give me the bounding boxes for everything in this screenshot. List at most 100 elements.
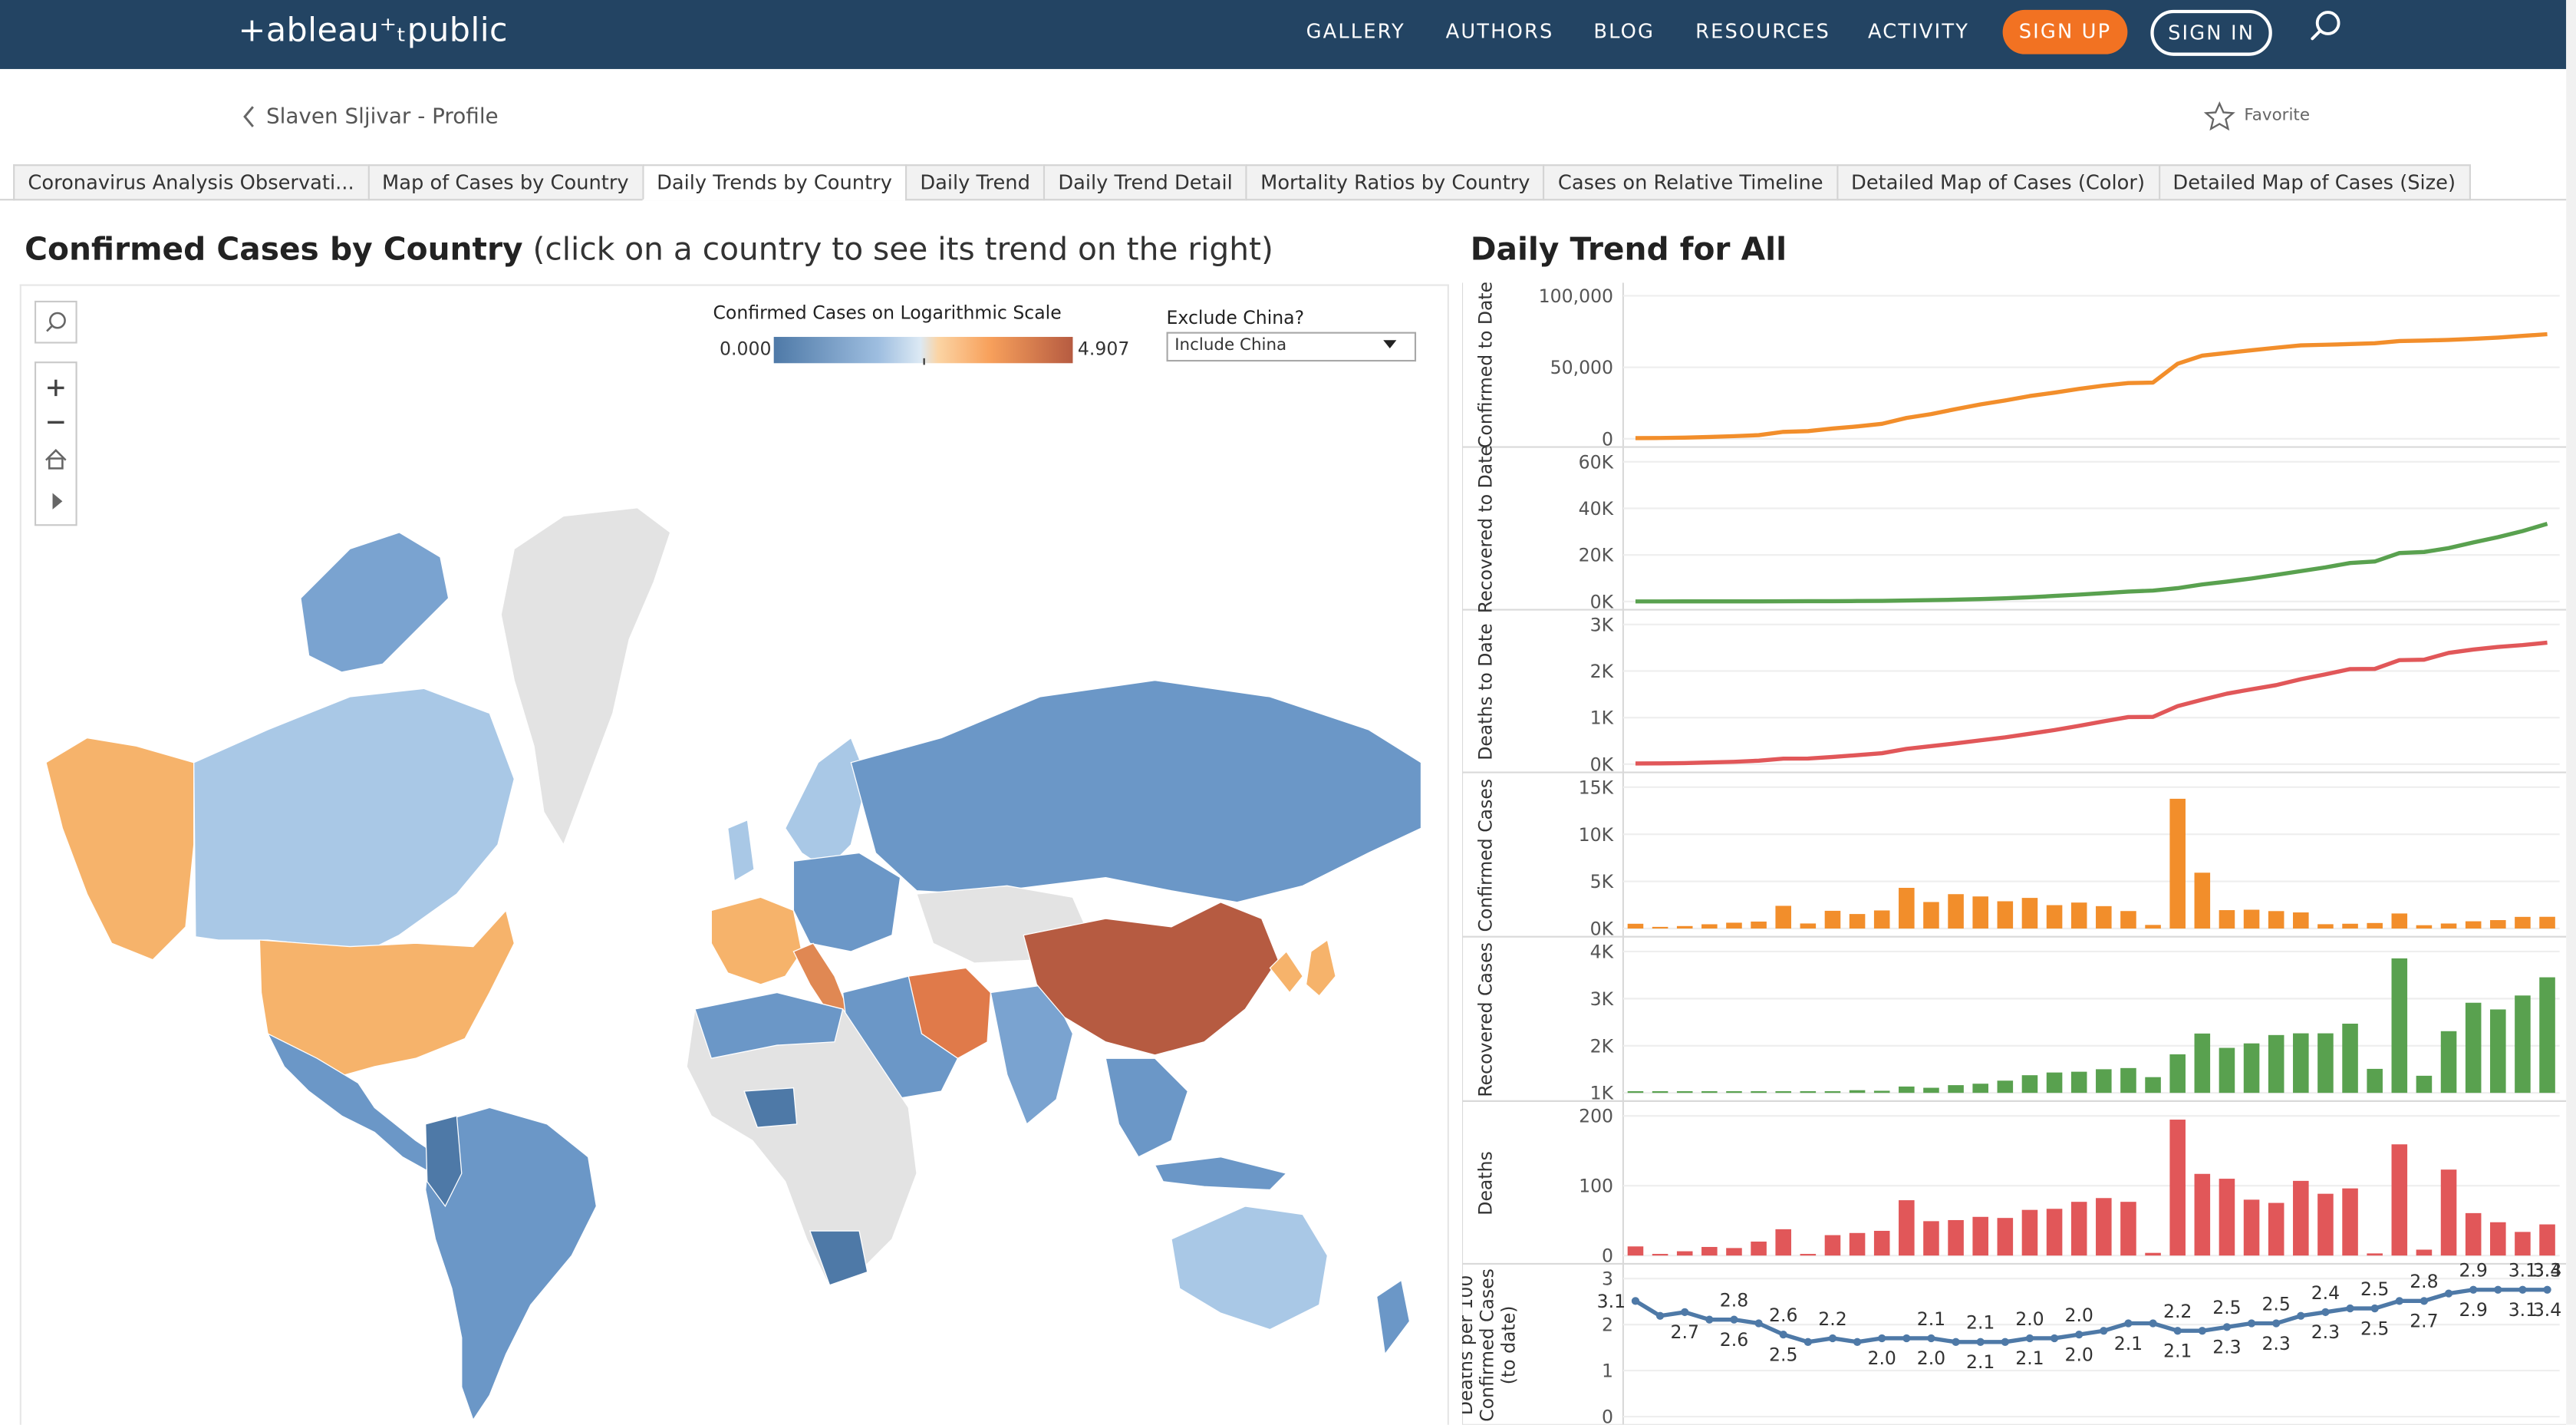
bar[interactable] bbox=[1726, 922, 1742, 929]
bar[interactable] bbox=[2367, 922, 2383, 929]
bar[interactable] bbox=[2539, 916, 2555, 929]
bar[interactable] bbox=[2293, 1033, 2309, 1093]
bar[interactable] bbox=[2515, 995, 2531, 1093]
data-point[interactable] bbox=[2124, 1319, 2133, 1328]
bar[interactable] bbox=[1726, 1248, 1742, 1256]
bar[interactable] bbox=[2096, 1069, 2112, 1093]
tableau-public-logo[interactable]: +ableau⁺ₜpublic bbox=[238, 9, 509, 50]
data-point[interactable] bbox=[1976, 1338, 1985, 1346]
dropdown-arrow-icon[interactable] bbox=[1383, 340, 1397, 349]
data-point[interactable] bbox=[1902, 1334, 1911, 1343]
bar[interactable] bbox=[1652, 1091, 1668, 1093]
data-point[interactable] bbox=[2543, 1285, 2551, 1294]
nav-activity[interactable]: ACTIVITY bbox=[1867, 19, 1970, 43]
search-icon[interactable] bbox=[2307, 7, 2346, 46]
data-point[interactable] bbox=[1754, 1319, 1763, 1328]
bar[interactable] bbox=[2169, 1054, 2186, 1093]
star-icon[interactable] bbox=[2203, 101, 2236, 134]
bar[interactable] bbox=[1652, 1254, 1668, 1256]
bar[interactable] bbox=[2416, 925, 2433, 929]
bar[interactable] bbox=[1824, 1235, 1841, 1256]
bar[interactable] bbox=[2046, 1072, 2063, 1093]
tab-detailed-map-size[interactable]: Detailed Map of Cases (Size) bbox=[2158, 164, 2471, 201]
bar[interactable] bbox=[2169, 1120, 2186, 1256]
tab-daily-trend[interactable]: Daily Trend bbox=[905, 164, 1044, 201]
bar[interactable] bbox=[2120, 1067, 2136, 1093]
bar[interactable] bbox=[2145, 1252, 2161, 1256]
bar[interactable] bbox=[2440, 1031, 2457, 1093]
bar[interactable] bbox=[1800, 1254, 1817, 1256]
tab-detailed-map-color[interactable]: Detailed Map of Cases (Color) bbox=[1836, 164, 2159, 201]
bar[interactable] bbox=[1972, 896, 1988, 929]
bar[interactable] bbox=[1676, 1251, 1693, 1256]
bar[interactable] bbox=[2317, 1033, 2334, 1093]
bar[interactable] bbox=[1849, 1232, 1866, 1256]
bar[interactable] bbox=[2268, 911, 2284, 929]
bar[interactable] bbox=[1701, 924, 1718, 929]
bar[interactable] bbox=[2096, 1198, 2112, 1256]
bar[interactable] bbox=[1899, 887, 1915, 929]
bar[interactable] bbox=[2465, 1002, 2482, 1093]
bar[interactable] bbox=[2194, 872, 2211, 929]
bar[interactable] bbox=[2096, 905, 2112, 929]
bar[interactable] bbox=[2342, 1188, 2358, 1256]
bar[interactable] bbox=[1923, 1221, 1939, 1256]
series-line[interactable] bbox=[1635, 522, 2548, 604]
bar[interactable] bbox=[2490, 920, 2506, 929]
bar[interactable] bbox=[2539, 977, 2555, 1093]
bar[interactable] bbox=[2367, 1068, 2383, 1093]
bar[interactable] bbox=[2268, 1034, 2284, 1093]
data-point[interactable] bbox=[2173, 1327, 2182, 1335]
bar[interactable] bbox=[1800, 923, 1817, 929]
sign-in-button[interactable]: SIGN IN bbox=[2150, 9, 2272, 56]
tab-daily-trends-by-country[interactable]: Daily Trends by Country bbox=[641, 164, 906, 201]
data-point[interactable] bbox=[1878, 1334, 1886, 1343]
bar[interactable] bbox=[1726, 1091, 1742, 1093]
bar[interactable] bbox=[2145, 925, 2161, 929]
bar[interactable] bbox=[1751, 921, 1767, 929]
bar[interactable] bbox=[1997, 1080, 2014, 1093]
bar[interactable] bbox=[2515, 916, 2531, 929]
tab-relative-timeline[interactable]: Cases on Relative Timeline bbox=[1543, 164, 1836, 201]
bar[interactable] bbox=[1701, 1091, 1718, 1093]
bar[interactable] bbox=[2317, 1193, 2334, 1256]
tab-daily-trend-detail[interactable]: Daily Trend Detail bbox=[1043, 164, 1246, 201]
bar[interactable] bbox=[1849, 914, 1866, 929]
bar[interactable] bbox=[1652, 926, 1668, 929]
bar[interactable] bbox=[1676, 1091, 1693, 1093]
bar[interactable] bbox=[1948, 894, 1964, 929]
bar[interactable] bbox=[2219, 1047, 2235, 1093]
bar[interactable] bbox=[2169, 798, 2186, 929]
series-line[interactable] bbox=[1634, 1288, 2548, 1344]
data-point[interactable] bbox=[2247, 1319, 2256, 1328]
bar[interactable] bbox=[2465, 921, 2482, 929]
data-point[interactable] bbox=[2025, 1334, 2034, 1343]
bar[interactable] bbox=[2219, 910, 2235, 929]
trend-panel-6[interactable] bbox=[1462, 1278, 2567, 1425]
data-point[interactable] bbox=[1655, 1311, 1665, 1320]
data-point[interactable] bbox=[2469, 1285, 2478, 1294]
bar[interactable] bbox=[1948, 1085, 1964, 1093]
data-point[interactable] bbox=[1631, 1297, 1640, 1305]
bar[interactable] bbox=[2317, 924, 2334, 929]
bar[interactable] bbox=[2021, 1209, 2038, 1256]
trend-panel-2[interactable] bbox=[1462, 623, 2567, 774]
bar[interactable] bbox=[2440, 923, 2457, 929]
data-point[interactable] bbox=[2100, 1327, 2108, 1335]
bar[interactable] bbox=[2391, 1144, 2408, 1256]
data-point[interactable] bbox=[1952, 1338, 1960, 1346]
bar[interactable] bbox=[1899, 1200, 1915, 1256]
data-point[interactable] bbox=[1927, 1334, 1935, 1343]
bar[interactable] bbox=[2070, 1071, 2087, 1093]
bar[interactable] bbox=[2490, 1222, 2506, 1256]
bar[interactable] bbox=[2539, 1224, 2555, 1256]
bar[interactable] bbox=[2219, 1179, 2235, 1256]
bar[interactable] bbox=[2070, 902, 2087, 929]
bar[interactable] bbox=[1997, 1218, 2014, 1256]
bar[interactable] bbox=[2391, 913, 2408, 929]
nav-gallery[interactable]: GALLERY bbox=[1306, 19, 1405, 43]
bar[interactable] bbox=[2243, 1043, 2260, 1093]
data-point[interactable] bbox=[2297, 1311, 2305, 1320]
nav-resources[interactable]: RESOURCES bbox=[1695, 19, 1830, 43]
